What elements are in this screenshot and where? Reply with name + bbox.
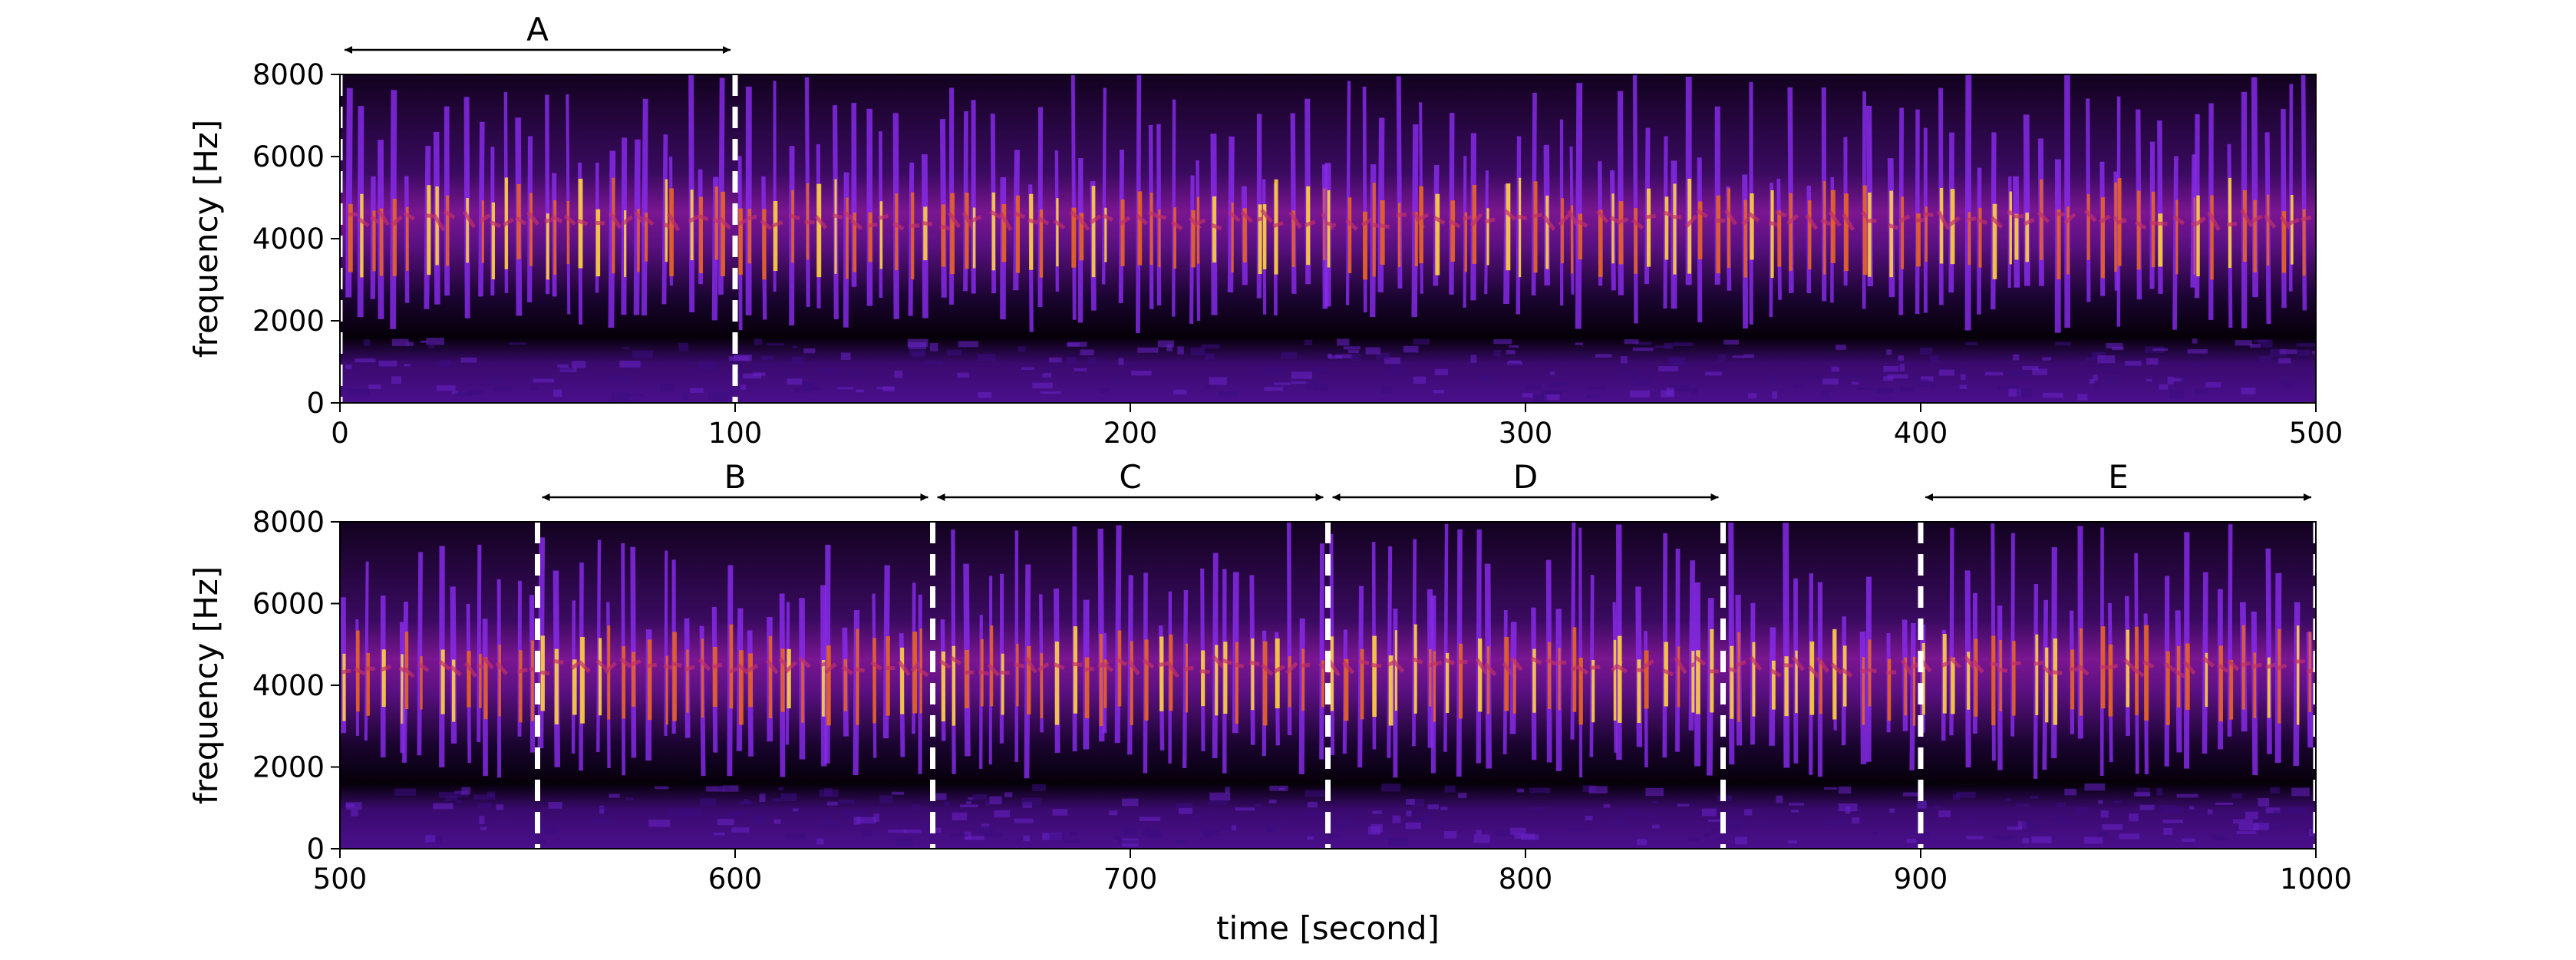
x-tick-label: 0 [331,417,349,450]
spectrogram-panel-1: 0 100 200 300 400 500 0 2000 4000 6000 8000 frequen… [187,11,2343,450]
y-tick-label: 2000 [252,751,325,784]
x-tick-label: 900 [1894,863,1948,896]
segment-label-E: E [2108,458,2129,496]
spectrogram-panel-2: 500 600 700 800 900 1000 0 2000 4000 6000 8000 freq… [187,458,2352,947]
x-tick-label: 300 [1499,417,1553,450]
y-tick-label: 6000 [252,140,325,173]
segment-label-A: A [526,11,549,48]
y-axis-title: frequency [Hz] [187,566,225,804]
y-tick-label: 0 [306,387,325,420]
x-tick-label: 700 [1103,863,1158,896]
x-tick-label: 100 [708,417,763,450]
spectrogram-texture [344,74,2316,402]
y-tick-label: 2000 [252,305,325,338]
x-tick-label: 500 [313,863,368,896]
x-tick-label: 1000 [2280,863,2352,896]
x-axis-title: time [second] [1216,909,1440,947]
x-tick-label: 500 [2289,417,2343,450]
x-tick-label: 200 [1103,417,1158,450]
spectrogram-texture [341,522,2316,847]
x-tick-label: 600 [708,863,763,896]
y-tick-label: 4000 [252,669,325,702]
y-tick-label: 4000 [252,223,325,256]
y-axis-title: frequency [Hz] [187,120,225,358]
y-tick-label: 0 [306,833,325,866]
segment-label-D: D [1513,458,1538,496]
y-tick-label: 8000 [252,58,325,91]
segment-label-C: C [1119,458,1141,496]
x-tick-label: 800 [1499,863,1553,896]
y-tick-label: 8000 [252,506,325,539]
y-tick-label: 6000 [252,588,325,621]
segment-label-B: B [724,458,747,496]
x-tick-label: 400 [1894,417,1948,450]
